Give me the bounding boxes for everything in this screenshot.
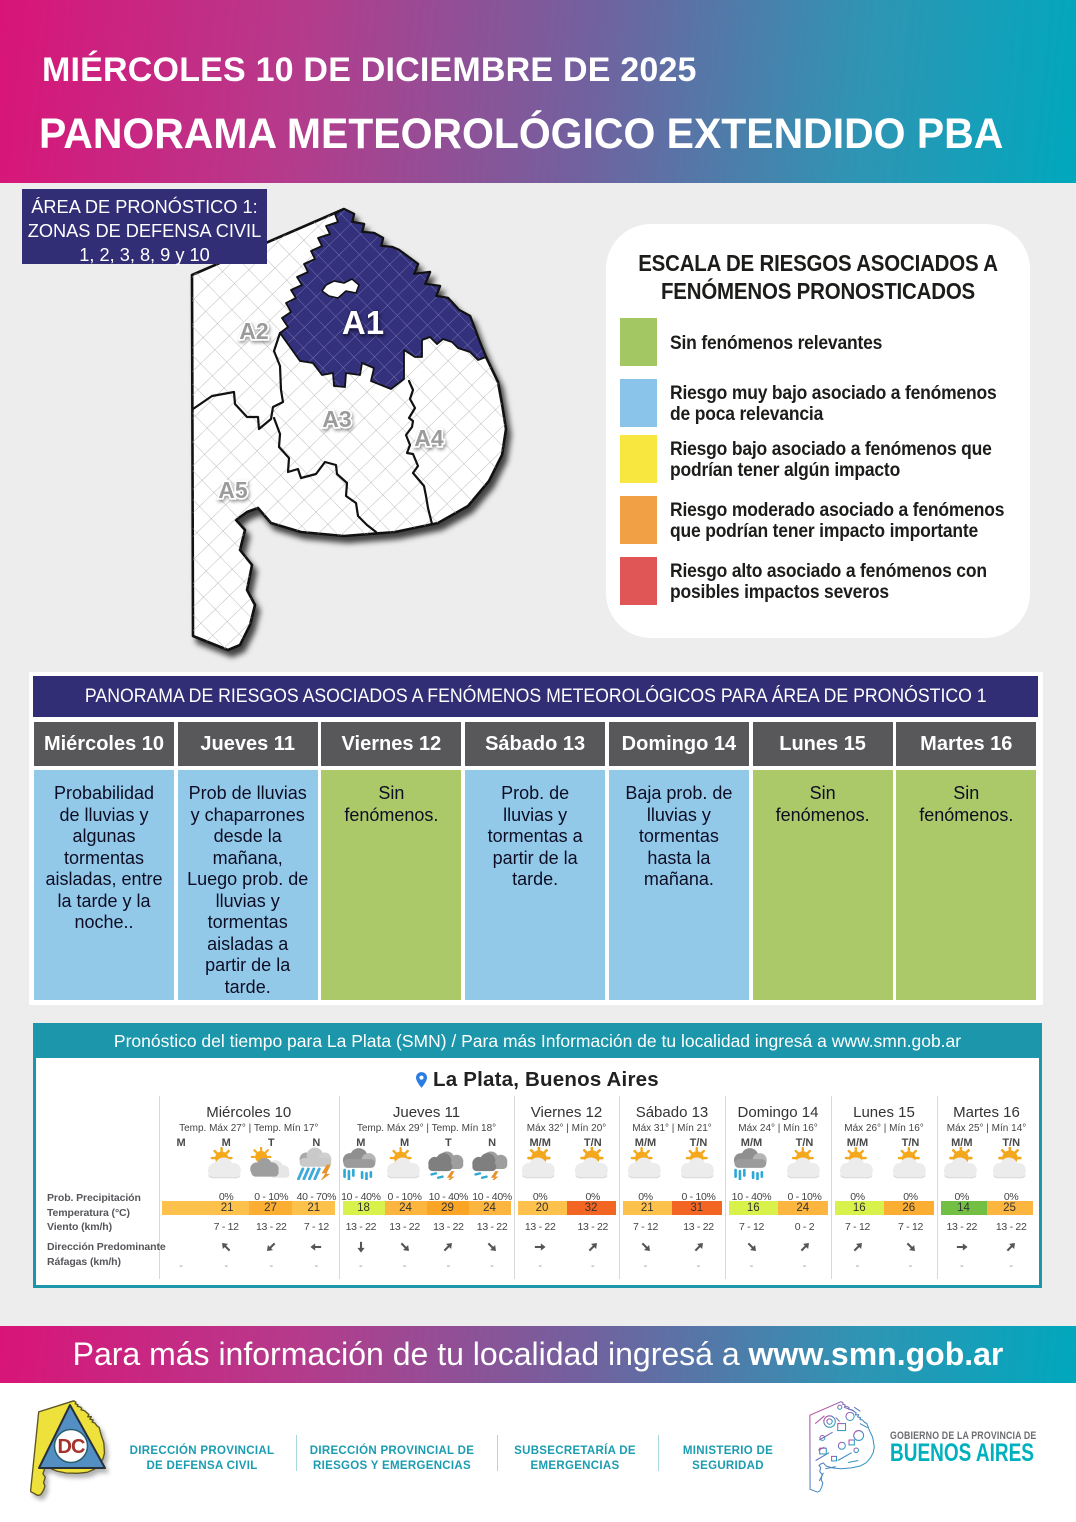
- svg-text:A3: A3: [322, 406, 351, 432]
- svg-text:A5: A5: [218, 477, 248, 503]
- svg-text:A2: A2: [239, 318, 268, 344]
- svg-text:A4: A4: [414, 425, 444, 451]
- svg-text:A1: A1: [342, 304, 384, 341]
- svg-text:DC: DC: [58, 1436, 85, 1458]
